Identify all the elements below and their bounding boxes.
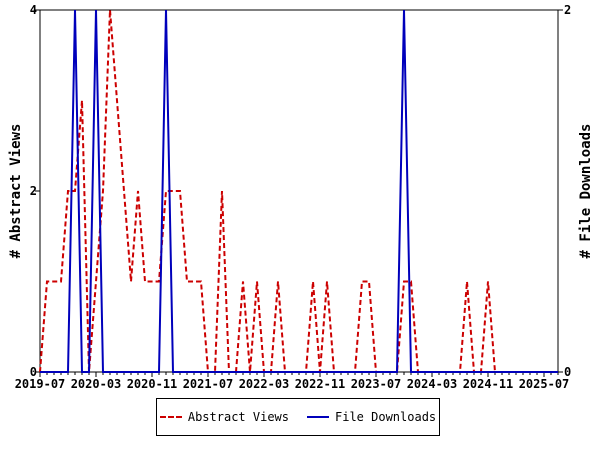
x-tick-label: 2022-11 (295, 377, 346, 391)
series-line-abstract-views (39, 9, 558, 373)
series-line-file-downloads (40, 9, 558, 373)
x-tick-label: 2019-07 (15, 377, 66, 391)
legend-swatch-dashed-red (159, 416, 182, 418)
y-left-tick-label: 2 (30, 184, 37, 198)
legend: Abstract Views File Downloads (156, 398, 440, 436)
y-right-tick-label: 2 (564, 3, 571, 17)
y-left-tick-label: 4 (30, 3, 37, 17)
plot-frame (39, 9, 559, 373)
y-left-axis-title: # Abstract Views (8, 124, 24, 259)
x-tick-label: 2024-11 (463, 377, 514, 391)
y-right-axis-title: # File Downloads (578, 124, 594, 259)
y-left-tick-label: 0 (30, 365, 37, 379)
legend-label: Abstract Views (187, 410, 289, 424)
x-tick-label: 2023-07 (351, 377, 402, 391)
x-tick-label: 2025-07 (519, 377, 570, 391)
x-tick-label: 2020-11 (127, 377, 178, 391)
x-tick-label: 2022-03 (239, 377, 290, 391)
legend-item-abstract-views: Abstract Views (159, 410, 289, 424)
y-right-tick-label: 0 (564, 365, 571, 379)
legend-label: File Downloads (335, 410, 437, 424)
x-tick-label: 2024-03 (407, 377, 458, 391)
x-tick-label: 2020-03 (71, 377, 122, 391)
legend-item-file-downloads: File Downloads (307, 410, 436, 424)
legend-swatch-solid-blue (307, 416, 329, 418)
x-tick-label: 2021-07 (183, 377, 234, 391)
